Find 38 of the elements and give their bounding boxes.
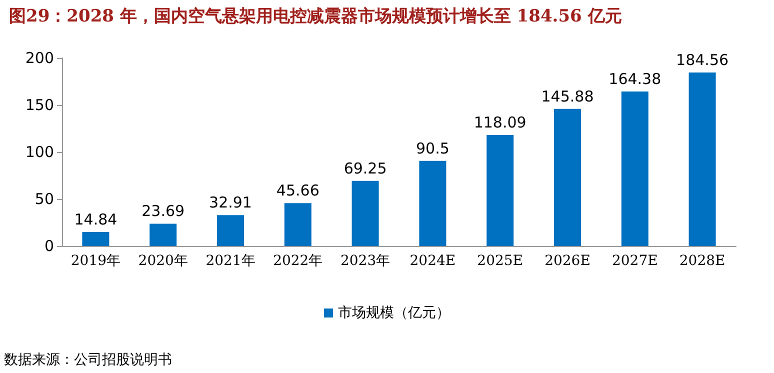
y-tick-label: 150 (25, 96, 54, 114)
bar (419, 160, 446, 246)
x-tick-label: 2019年 (70, 253, 121, 269)
x-tick-label: 2028E (679, 253, 726, 269)
bar (554, 108, 581, 246)
bar (688, 72, 716, 246)
chart-title: 图29：2028 年，国内空气悬架用电控减震器市场规模预计增长至 184.56 亿元 (9, 6, 622, 26)
data-label: 164.38 (608, 70, 662, 88)
bar (352, 180, 379, 246)
x-tick-label: 2023年 (340, 253, 390, 269)
bar (284, 203, 312, 246)
data-label: 145.88 (541, 87, 594, 106)
legend-label: 市场规模（亿元） (338, 305, 450, 321)
y-tick-label: 50 (34, 190, 54, 208)
x-tick-label: 2021年 (206, 253, 256, 269)
data-label: 45.66 (276, 182, 320, 200)
y-tick-label: 200 (25, 49, 54, 67)
x-tick-label: 2024E (410, 253, 456, 269)
data-label: 23.69 (142, 202, 185, 220)
bar (217, 215, 244, 246)
source-note: 数据来源：公司招股说明书 (4, 352, 172, 368)
bar (621, 91, 648, 246)
x-tick-label: 2025E (477, 253, 524, 269)
data-label: 184.56 (676, 51, 729, 70)
y-tick-label: 0 (44, 237, 54, 255)
x-tick-label: 2020年 (138, 253, 188, 269)
x-tick-label: 2027E (612, 253, 658, 269)
bar (486, 134, 514, 246)
x-tick-label: 2022年 (273, 253, 323, 269)
y-tick-label: 100 (25, 143, 54, 161)
data-label: 90.5 (416, 139, 450, 158)
bar (150, 224, 177, 246)
x-tick-label: 2026E (544, 253, 590, 269)
data-label: 69.25 (344, 159, 387, 178)
bar (82, 232, 110, 246)
data-label: 118.09 (474, 113, 526, 132)
data-label: 14.84 (74, 210, 118, 229)
data-label: 32.91 (209, 194, 252, 212)
